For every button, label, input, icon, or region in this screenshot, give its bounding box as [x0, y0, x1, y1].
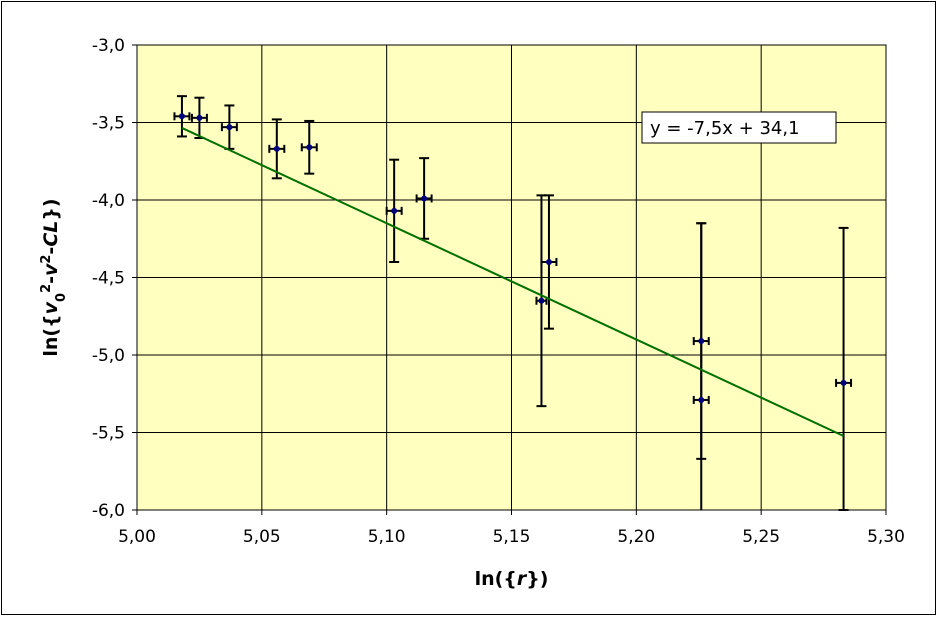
x-tick-label: 5,20 [617, 527, 655, 547]
x-axis-title: ln({r}) [475, 568, 549, 590]
y-tick-label: -6,0 [92, 501, 125, 521]
data-point [391, 207, 398, 214]
y-tick-label: -5,5 [92, 424, 125, 444]
data-point [698, 338, 705, 345]
data-points [178, 113, 847, 403]
data-point [538, 297, 545, 304]
y-axis-title: ln({v02-v2-CL}) [39, 198, 69, 356]
x-tick-label: 5,10 [368, 527, 406, 547]
x-tick-label: 5,05 [243, 527, 281, 547]
plot-border [136, 44, 887, 511]
data-point [698, 396, 705, 403]
x-tick-labels: 5,00 5,05 5,10 5,15 5,20 5,25 5,30 [118, 527, 905, 547]
data-point [196, 114, 203, 121]
data-point [545, 259, 552, 265]
data-point [306, 144, 313, 151]
y-tick-labels: -3,0 -3,5 -4,0 -4,5 -5,0 -5,5 -6,0 [92, 36, 125, 521]
y-tick-label: -3,0 [92, 36, 125, 56]
x-tick-label: 5,30 [867, 527, 905, 547]
data-point [273, 145, 280, 152]
data-point [840, 379, 847, 386]
error-bar [835, 226, 853, 511]
x-tick-label: 5,25 [742, 527, 780, 547]
data-point [226, 124, 233, 131]
x-tick-label: 5,00 [118, 527, 156, 547]
trendline-equation: y = -7,5x + 34,1 [650, 118, 800, 139]
trendline-equation-box: y = -7,5x + 34,1 [641, 111, 837, 144]
trendline [181, 127, 844, 437]
x-tick-label: 5,15 [493, 527, 531, 547]
y-tick-label: -3,5 [92, 114, 125, 134]
data-point [178, 113, 185, 120]
y-tick-label: -5,0 [92, 346, 125, 366]
data-point [421, 195, 428, 202]
y-tick-label: -4,0 [92, 191, 125, 211]
y-tick-label: -4,5 [92, 269, 125, 289]
